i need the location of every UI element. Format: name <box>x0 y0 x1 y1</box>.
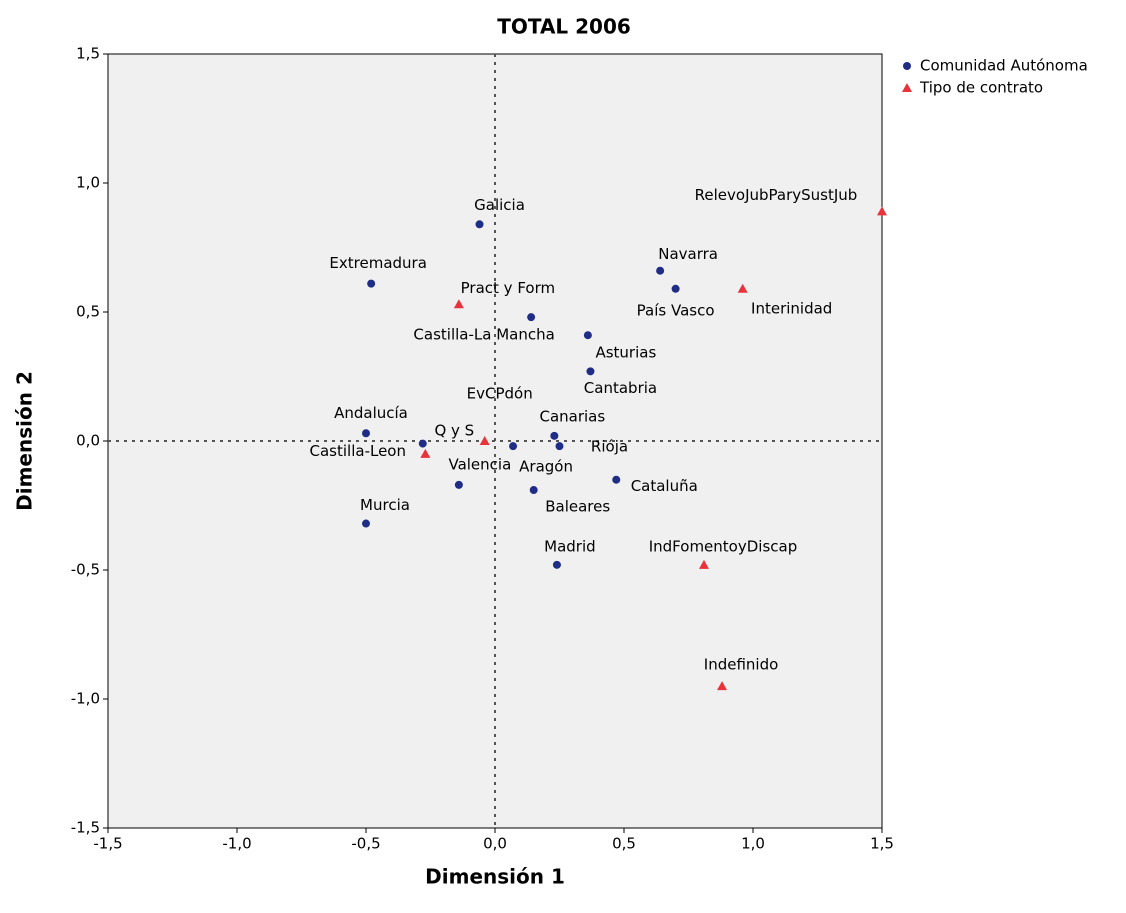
x-axis-label: Dimensión 1 <box>425 865 565 889</box>
legend-marker <box>902 83 912 92</box>
point-label: Galicia <box>474 196 525 214</box>
data-point <box>656 266 665 275</box>
data-point <box>420 448 431 458</box>
point-label: Asturias <box>595 344 656 362</box>
y-tick-label: -1,0 <box>71 690 100 708</box>
data-point <box>877 206 887 216</box>
data-point <box>362 519 370 528</box>
data-point <box>671 284 680 293</box>
data-point <box>453 299 464 309</box>
point-label: País Vasco <box>637 301 715 319</box>
data-point <box>555 442 564 451</box>
point-label: Q y S <box>434 421 474 439</box>
data-point <box>367 279 376 288</box>
point-label: RelevoJubParySustJub <box>695 186 858 204</box>
data-point <box>698 559 709 569</box>
data-point <box>479 436 490 445</box>
x-tick-label: -1,5 <box>93 835 122 853</box>
data-point <box>737 283 748 293</box>
data-point <box>454 480 463 489</box>
point-label: Murcia <box>360 496 410 514</box>
legend-label: Comunidad Autónoma <box>920 57 1088 75</box>
data-point <box>527 313 536 322</box>
point-label: Baleares <box>545 498 610 516</box>
chart-title: TOTAL 2006 <box>497 15 631 39</box>
point-label: Interinidad <box>751 299 832 317</box>
point-label: EvCPdón <box>467 385 533 403</box>
y-tick-label: 1,5 <box>76 45 100 63</box>
x-tick-label: 0,0 <box>483 835 507 853</box>
x-tick-label: -1,0 <box>222 835 251 853</box>
point-label: Aragón <box>519 458 573 476</box>
y-tick-label: 0,5 <box>76 303 100 321</box>
point-label: Madrid <box>544 537 596 555</box>
point-label: Castilla-Leon <box>310 442 406 460</box>
data-point <box>717 681 728 691</box>
data-point <box>529 486 538 495</box>
point-label: Cataluña <box>631 477 698 495</box>
x-tick-label: -0,5 <box>351 835 380 853</box>
data-point <box>475 220 484 229</box>
point-label: Canarias <box>539 407 605 425</box>
point-label: Valencia <box>448 455 511 473</box>
x-tick-label: 1,5 <box>870 835 894 853</box>
y-tick-label: 0,0 <box>76 432 100 450</box>
legend-marker <box>903 62 911 70</box>
data-point <box>586 367 595 376</box>
data-point <box>552 560 561 569</box>
y-tick-label: -1,5 <box>71 819 100 837</box>
point-label: Extremadura <box>329 254 427 272</box>
point-label: Riója <box>591 438 628 456</box>
point-label: Andalucía <box>334 404 408 422</box>
x-tick-label: 1,0 <box>741 835 765 853</box>
point-label: Navarra <box>658 245 718 263</box>
data-point <box>550 431 559 440</box>
x-tick-label: 0,5 <box>612 835 636 853</box>
point-label: IndFomentoyDiscap <box>649 537 798 555</box>
y-tick-label: -0,5 <box>71 561 100 579</box>
data-point <box>362 429 370 438</box>
data-point <box>583 331 592 340</box>
point-label: Indefinido <box>704 656 779 674</box>
legend-label: Tipo de contrato <box>919 79 1043 97</box>
point-label: Pract y Form <box>461 279 555 297</box>
point-label: Castilla-La Mancha <box>413 326 554 344</box>
data-point <box>612 475 621 484</box>
data-point <box>509 442 518 451</box>
y-tick-label: 1,0 <box>76 174 100 192</box>
point-label: Cantabria <box>584 379 657 397</box>
y-axis-label: Dimensión 2 <box>13 371 37 511</box>
data-point <box>418 439 427 448</box>
